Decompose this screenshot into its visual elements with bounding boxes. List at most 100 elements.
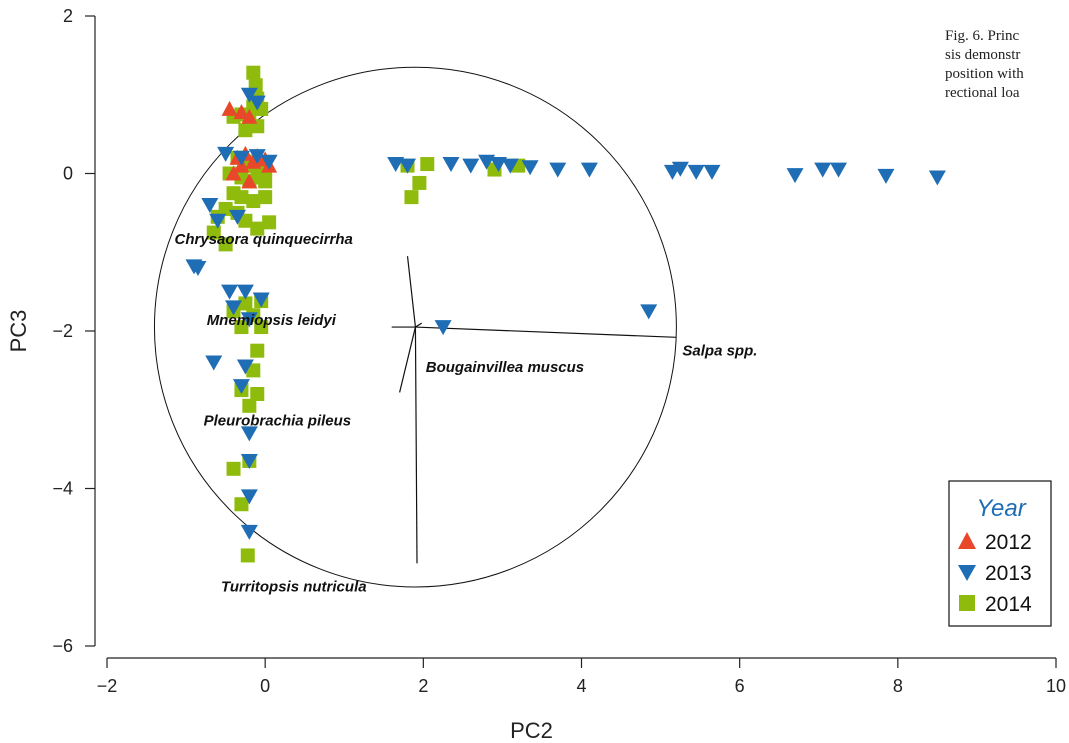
point-2014	[258, 174, 273, 189]
point-2014	[250, 221, 265, 236]
y-tick-label: −6	[52, 636, 73, 656]
point-2013	[248, 95, 266, 111]
point-2014	[246, 363, 261, 378]
point-2014	[234, 320, 249, 335]
point-2013	[228, 209, 246, 225]
legend-marker-2014	[959, 595, 975, 611]
loading-vector	[414, 327, 418, 564]
point-2014	[226, 461, 241, 476]
point-2013	[205, 355, 223, 371]
point-2014	[238, 123, 253, 138]
point-2013	[221, 284, 239, 300]
axes: −2 0 2 4 6 8 10 −6 −4 −2 0 2 PC2 PC3	[6, 6, 1066, 743]
point-2013	[434, 320, 452, 336]
point-2012	[225, 165, 242, 181]
point-2013	[462, 158, 480, 174]
loading-label: Mnemiopsis leidyi	[207, 312, 337, 329]
point-2012	[241, 173, 258, 189]
point-2013	[489, 157, 507, 173]
point-2013	[252, 292, 270, 308]
point-2014	[238, 296, 253, 311]
point-2014	[262, 215, 277, 230]
x-tick-label: 10	[1046, 676, 1066, 696]
legend: Year 2012 2013 2014	[948, 480, 1052, 627]
loading-vector	[399, 326, 417, 393]
point-2014	[250, 343, 265, 358]
point-2013	[185, 259, 203, 275]
loading-vectors	[391, 256, 677, 564]
point-2013	[240, 524, 258, 540]
point-2013	[877, 168, 895, 184]
point-2013	[240, 87, 258, 103]
x-tick-label: 2	[418, 676, 428, 696]
loading-vector	[415, 326, 677, 338]
caption-line: Fig. 6. Princ	[945, 28, 1020, 44]
point-2013	[814, 162, 832, 178]
correlation-circle	[153, 66, 677, 588]
point-2013	[240, 312, 258, 328]
x-tick-label: 8	[893, 676, 903, 696]
point-2013	[236, 359, 254, 375]
point-2013	[640, 304, 658, 320]
point-2013	[240, 489, 258, 505]
x-axis-label: PC2	[510, 718, 553, 743]
point-2013	[225, 300, 243, 316]
point-2012	[241, 108, 258, 124]
loading-label: Bougainvillea muscus	[426, 359, 584, 376]
y-tick-label: 0	[63, 164, 73, 184]
x-tick-label: −2	[97, 676, 118, 696]
point-2013	[399, 158, 417, 174]
point-2013	[240, 453, 258, 469]
point-2014	[258, 190, 273, 205]
point-2013	[687, 164, 705, 180]
point-2014	[420, 157, 435, 172]
point-2013	[248, 149, 266, 165]
x-tick-label: 4	[576, 676, 586, 696]
point-2013	[786, 168, 804, 184]
data-points	[185, 65, 946, 563]
point-2013	[236, 284, 254, 300]
y-axis-label: PC3	[6, 310, 31, 353]
loading-vector	[415, 322, 423, 328]
point-2013	[671, 161, 689, 177]
legend-label-2012: 2012	[985, 531, 1032, 554]
point-2014	[412, 175, 427, 190]
point-2013	[260, 154, 278, 170]
point-2014	[240, 548, 255, 563]
point-2014	[234, 190, 249, 205]
correlation-circle-layer	[153, 66, 677, 588]
point-2014	[246, 194, 261, 209]
x-tick-label: 6	[735, 676, 745, 696]
legend-marker-2013	[958, 565, 976, 581]
y-tick-label: −2	[52, 321, 73, 341]
loading-label: Chrysaora quinquecirrha	[175, 231, 353, 248]
figure-caption: Fig. 6. Princ sis demonstr position with…	[945, 27, 1069, 103]
point-2013	[232, 379, 250, 395]
legend-label-2013: 2013	[985, 562, 1032, 585]
point-2012	[233, 104, 250, 120]
caption-line: sis demonstr	[945, 47, 1021, 63]
point-2013	[232, 150, 250, 166]
point-2013	[580, 162, 598, 178]
y-tick-label: 2	[63, 6, 73, 26]
legend-label-2014: 2014	[985, 593, 1032, 616]
y-tick-label: −4	[52, 479, 73, 499]
point-2013	[549, 162, 567, 178]
loading-label: Turritopsis nutricula	[221, 578, 367, 595]
caption-line: position with	[945, 66, 1024, 82]
point-2014	[250, 387, 265, 401]
point-2014	[404, 190, 419, 205]
point-2013	[442, 157, 460, 173]
point-2013	[240, 426, 258, 442]
point-2014	[206, 225, 221, 240]
point-2013	[217, 146, 235, 162]
point-2014	[246, 65, 261, 80]
point-2012	[221, 100, 238, 116]
legend-title: Year	[976, 495, 1026, 522]
loading-label: Salpa spp.	[682, 342, 757, 359]
point-2013	[209, 213, 227, 229]
loading-labels: Chrysaora quinquecirrha Mnemiopsis leidyi…	[175, 231, 758, 595]
point-2014	[254, 320, 269, 335]
point-2014	[242, 398, 257, 413]
